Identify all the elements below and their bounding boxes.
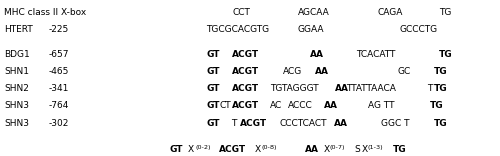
Text: CAGA: CAGA	[378, 8, 403, 17]
Text: T: T	[232, 119, 237, 128]
Text: HTERT: HTERT	[4, 25, 33, 34]
Text: SHN1: SHN1	[4, 67, 29, 76]
Text: (1-3): (1-3)	[368, 145, 384, 150]
Text: TG: TG	[434, 119, 448, 128]
Text: -225: -225	[49, 25, 69, 34]
Text: ACGT: ACGT	[232, 84, 258, 93]
Text: BDG1: BDG1	[4, 50, 30, 59]
Text: X: X	[324, 145, 330, 154]
Text: GT: GT	[206, 50, 220, 59]
Text: AC: AC	[270, 101, 282, 110]
Text: -657: -657	[49, 50, 70, 59]
Text: TG: TG	[430, 101, 444, 110]
Text: SHN3: SHN3	[4, 101, 29, 110]
Text: X: X	[362, 145, 368, 154]
Text: AA: AA	[334, 119, 348, 128]
Text: AG TT: AG TT	[368, 101, 395, 110]
Text: GT: GT	[206, 67, 220, 76]
Text: ACGT: ACGT	[240, 119, 267, 128]
Text: ACCC: ACCC	[288, 101, 312, 110]
Text: TGCGCACGTG: TGCGCACGTG	[206, 25, 270, 34]
Text: ACGT: ACGT	[219, 145, 246, 154]
Text: SHN3: SHN3	[4, 119, 29, 128]
Text: TG: TG	[439, 50, 452, 59]
Text: CT: CT	[219, 101, 230, 110]
Text: ACGT: ACGT	[232, 101, 258, 110]
Text: TG: TG	[392, 145, 406, 154]
Text: MHC class II X-box: MHC class II X-box	[4, 8, 86, 17]
Text: GCCCTG: GCCCTG	[399, 25, 437, 34]
Text: S: S	[354, 145, 360, 154]
Text: GGAA: GGAA	[298, 25, 324, 34]
Text: -764: -764	[49, 101, 70, 110]
Text: SHN2: SHN2	[4, 84, 29, 93]
Text: AA: AA	[310, 50, 324, 59]
Text: AA: AA	[315, 67, 329, 76]
Text: GC: GC	[398, 67, 411, 76]
Text: TGTAGGGT: TGTAGGGT	[270, 84, 318, 93]
Text: GT: GT	[206, 101, 220, 110]
Text: -341: -341	[49, 84, 70, 93]
Text: AGCAA: AGCAA	[298, 8, 329, 17]
Text: AA: AA	[335, 84, 349, 93]
Text: TCACATT: TCACATT	[356, 50, 396, 59]
Text: CCCTCACT: CCCTCACT	[280, 119, 328, 128]
Text: GT: GT	[206, 119, 220, 128]
Text: (0-7): (0-7)	[330, 145, 345, 150]
Text: GT: GT	[206, 84, 220, 93]
Text: CCT: CCT	[232, 8, 250, 17]
Text: AA: AA	[305, 145, 319, 154]
Text: (0-2): (0-2)	[195, 145, 210, 150]
Text: TG: TG	[434, 84, 448, 93]
Text: X: X	[255, 145, 261, 154]
Text: TG: TG	[434, 67, 448, 76]
Text: ACGT: ACGT	[232, 67, 258, 76]
Text: T: T	[428, 84, 433, 93]
Text: -465: -465	[49, 67, 70, 76]
Text: GT: GT	[170, 145, 183, 154]
Text: -302: -302	[49, 119, 70, 128]
Text: TTATTAACA: TTATTAACA	[346, 84, 396, 93]
Text: (0-8): (0-8)	[261, 145, 276, 150]
Text: ACGT: ACGT	[232, 50, 258, 59]
Text: AA: AA	[324, 101, 338, 110]
Text: X: X	[188, 145, 194, 154]
Text: GGC T: GGC T	[381, 119, 410, 128]
Text: TG: TG	[439, 8, 452, 17]
Text: ACG: ACG	[282, 67, 302, 76]
